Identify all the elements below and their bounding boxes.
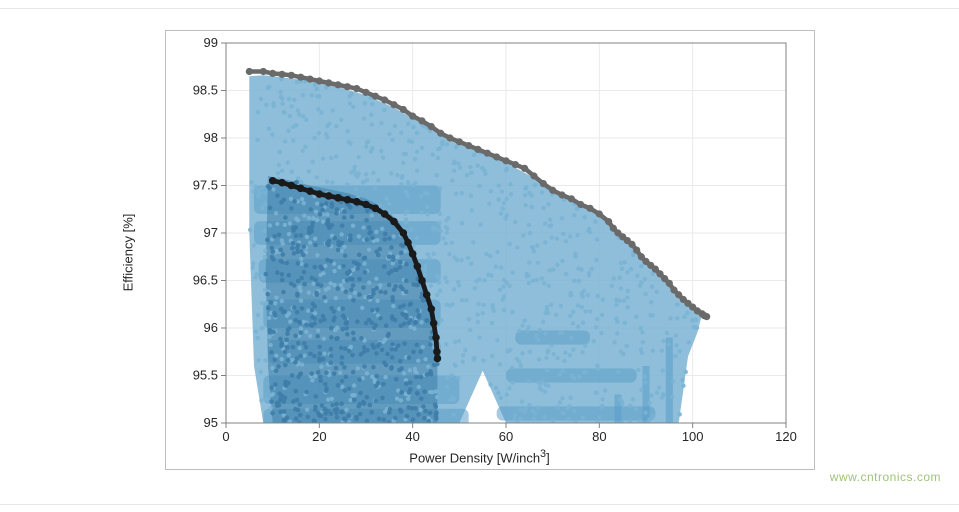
svg-text:95.5: 95.5 bbox=[193, 368, 218, 383]
svg-text:60: 60 bbox=[499, 429, 513, 444]
chart-svg: 0 20 40 60 80 100 120 95 95.5 96 96.5 97 97.5 98 98.5 9… bbox=[166, 31, 816, 471]
svg-text:98.5: 98.5 bbox=[193, 83, 218, 98]
svg-text:0: 0 bbox=[222, 429, 229, 444]
x-axis-label-tail: ] bbox=[546, 450, 550, 465]
svg-text:20: 20 bbox=[312, 429, 326, 444]
svg-text:40: 40 bbox=[405, 429, 419, 444]
x-axis-label-text: Power Density [W/inch bbox=[409, 450, 540, 465]
svg-text:95: 95 bbox=[204, 415, 218, 430]
svg-text:96: 96 bbox=[204, 320, 218, 335]
chart-panel: 0 20 40 60 80 100 120 95 95.5 96 96.5 97 97.5 98 98.5 9… bbox=[165, 30, 815, 470]
svg-text:97.5: 97.5 bbox=[193, 178, 218, 193]
svg-text:97: 97 bbox=[204, 225, 218, 240]
y-axis-label: Efficiency [%] bbox=[121, 193, 136, 313]
x-axis-label: Power Density [W/inch3] bbox=[0, 448, 959, 465]
svg-text:80: 80 bbox=[592, 429, 606, 444]
svg-text:120: 120 bbox=[775, 429, 797, 444]
svg-text:98: 98 bbox=[204, 130, 218, 145]
watermark: www.cntronics.com bbox=[830, 470, 941, 484]
svg-text:96.5: 96.5 bbox=[193, 273, 218, 288]
svg-text:100: 100 bbox=[682, 429, 704, 444]
svg-text:99: 99 bbox=[204, 35, 218, 50]
